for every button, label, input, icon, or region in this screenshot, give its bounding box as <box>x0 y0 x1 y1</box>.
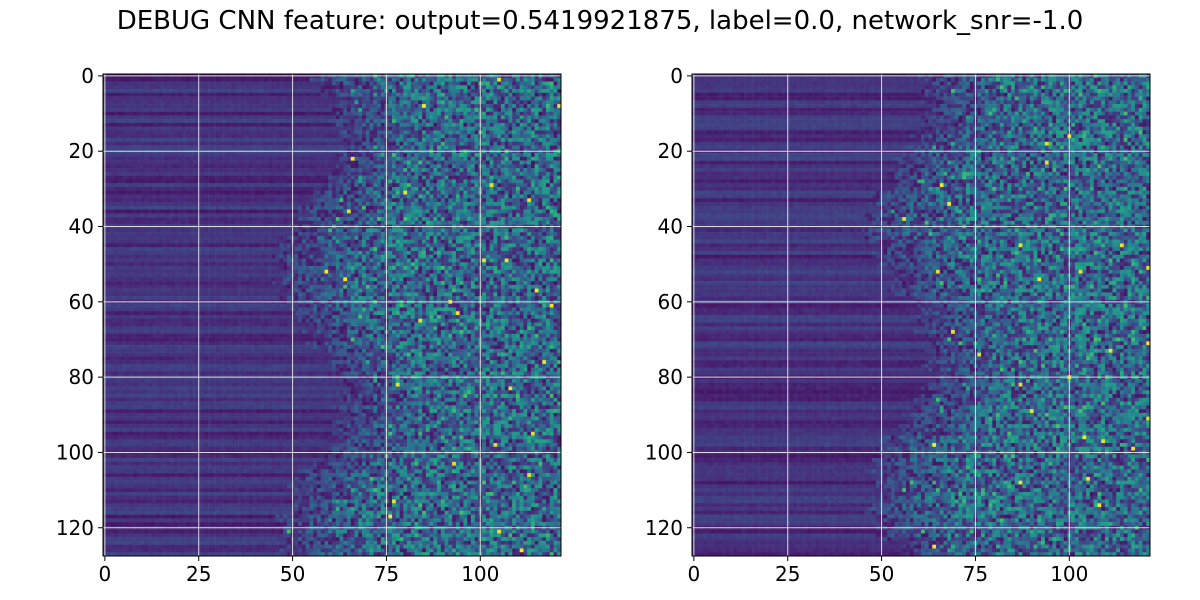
grid-lines <box>103 74 561 556</box>
y-tick-label: 100 <box>645 440 683 464</box>
grid-lines <box>692 74 1150 556</box>
y-tick-label: 100 <box>56 440 94 464</box>
y-tick-label: 120 <box>56 516 94 540</box>
y-tick-label: 40 <box>658 215 683 239</box>
x-tick-label: 0 <box>688 562 701 586</box>
axes-frame <box>691 73 1151 557</box>
x-tick-label: 25 <box>186 562 211 586</box>
x-tick-label: 25 <box>775 562 800 586</box>
y-tick-label: 60 <box>658 290 683 314</box>
y-tick-label: 0 <box>81 64 94 88</box>
y-tick-label: 20 <box>658 139 683 163</box>
y-tick-label: 80 <box>658 365 683 389</box>
y-tick-label: 80 <box>69 365 94 389</box>
x-tick-label: 50 <box>280 562 305 586</box>
heatmap-cells <box>692 74 1151 557</box>
y-tick-label: 40 <box>69 215 94 239</box>
x-tick-label: 100 <box>461 562 499 586</box>
x-tick-label: 0 <box>99 562 112 586</box>
figure-title: DEBUG CNN feature: output=0.5419921875, … <box>0 6 1200 36</box>
y-tick-label: 20 <box>69 139 94 163</box>
axes-frame <box>102 73 562 557</box>
y-tick-label: 60 <box>69 290 94 314</box>
x-tick-label: 100 <box>1050 562 1088 586</box>
y-tick-label: 120 <box>645 516 683 540</box>
x-tick-label: 75 <box>963 562 988 586</box>
x-tick-label: 50 <box>869 562 894 586</box>
y-tick-label: 0 <box>670 64 683 88</box>
x-tick-label: 75 <box>374 562 399 586</box>
